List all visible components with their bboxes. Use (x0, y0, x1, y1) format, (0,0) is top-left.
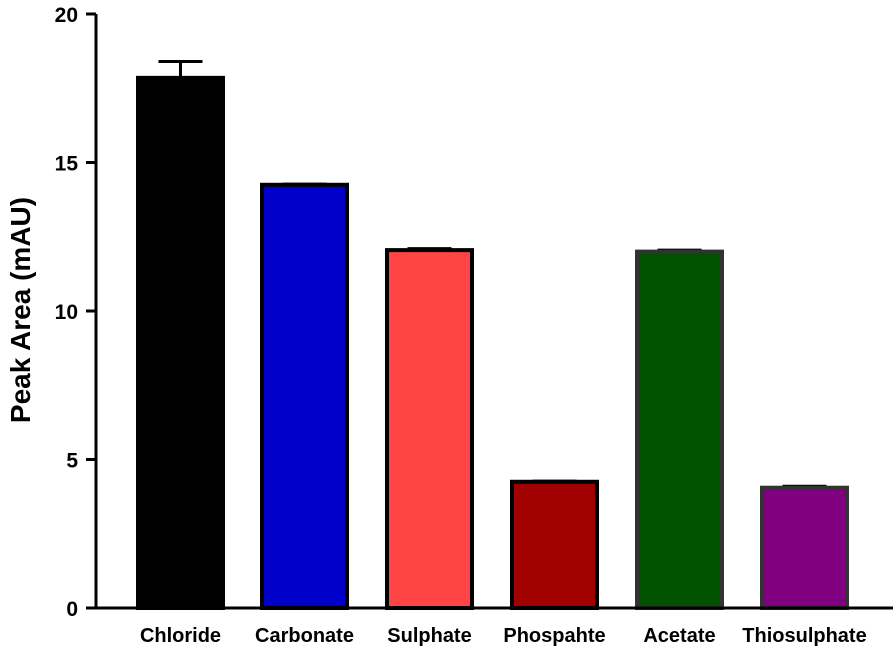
y-tick-label-15: 15 (55, 153, 79, 176)
bar-sulphate (385, 248, 474, 611)
x-tick-label-chloride: Chloride (140, 625, 221, 647)
bar-carbonate (260, 182, 349, 610)
bar-phospahte (510, 479, 599, 610)
x-tick-label-thiosulphate: Thiosulphate (742, 625, 866, 647)
bar-thiosulphate (760, 485, 849, 610)
y-tick-label-0: 0 (66, 598, 78, 621)
y-tick-label-20: 20 (55, 4, 78, 27)
bars-layer (136, 60, 849, 611)
y-tick-label-5: 5 (66, 450, 78, 473)
x-tick-label-sulphate: Sulphate (387, 625, 471, 647)
x-tick-label-carbonate: Carbonate (255, 625, 354, 647)
bar-acetate (635, 249, 724, 610)
axes-layer: Chloride Carbonate Sulphate Phospahte Acetat… (55, 4, 893, 647)
bar-chloride (136, 75, 225, 611)
y-tick-label-10: 10 (55, 301, 78, 324)
x-tick-label-acetate: Acetate (643, 625, 715, 647)
y-axis-label: Peak Area (mAU) (5, 197, 36, 423)
x-tick-label-phospahte: Phospahte (503, 625, 605, 647)
